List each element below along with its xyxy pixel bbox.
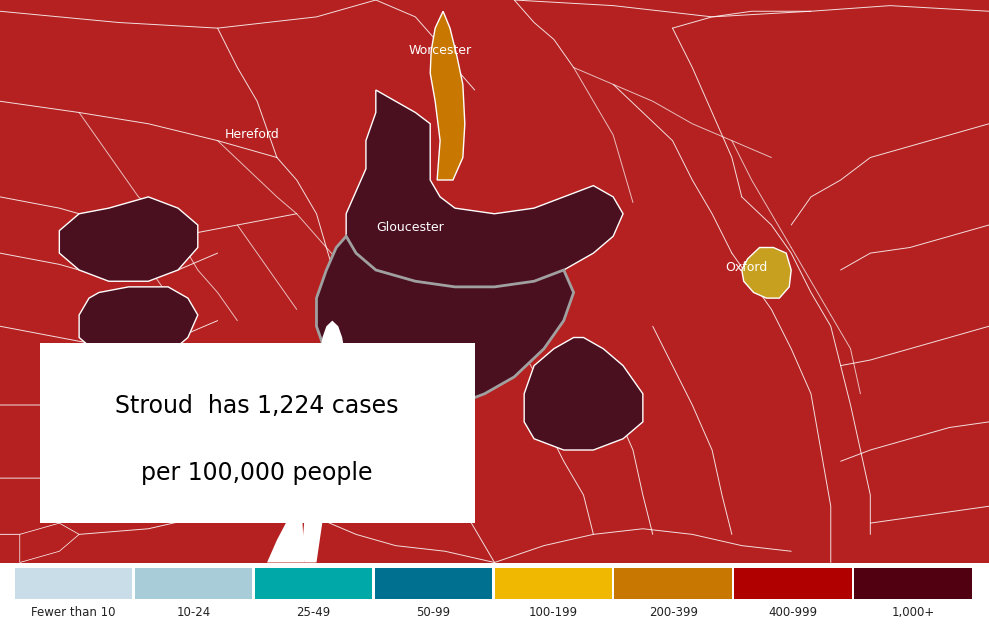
Text: 10-24: 10-24 [176,606,211,619]
Polygon shape [20,523,79,562]
Text: Oxford: Oxford [726,261,767,274]
Polygon shape [302,321,344,562]
Text: Stroud  has 1,224 cases: Stroud has 1,224 cases [116,394,399,418]
Polygon shape [346,90,623,287]
Text: per 100,000 people: per 100,000 people [141,461,373,485]
Polygon shape [79,287,198,360]
Bar [735,568,852,599]
Polygon shape [316,236,574,411]
Text: 25-49: 25-49 [297,606,330,619]
Text: 400-999: 400-999 [768,606,818,619]
Polygon shape [267,506,305,562]
Text: 200-399: 200-399 [649,606,697,619]
Text: 100-199: 100-199 [529,606,578,619]
Bar [494,568,612,599]
Text: Fewer than 10: Fewer than 10 [32,606,116,619]
Bar [135,568,252,599]
Text: Wells: Wells [275,542,309,555]
Text: 1,000+: 1,000+ [891,606,935,619]
Bar [614,568,732,599]
FancyBboxPatch shape [40,343,475,523]
Polygon shape [430,11,465,180]
Polygon shape [59,197,198,281]
Text: Worcester: Worcester [408,44,472,57]
Bar [15,568,133,599]
Text: Hereford: Hereford [225,129,280,141]
Bar [255,568,372,599]
Bar [854,568,972,599]
Text: 50-99: 50-99 [416,606,450,619]
Bar [375,568,493,599]
Polygon shape [524,338,643,450]
Polygon shape [742,248,791,298]
Text: Gloucester: Gloucester [377,221,444,234]
